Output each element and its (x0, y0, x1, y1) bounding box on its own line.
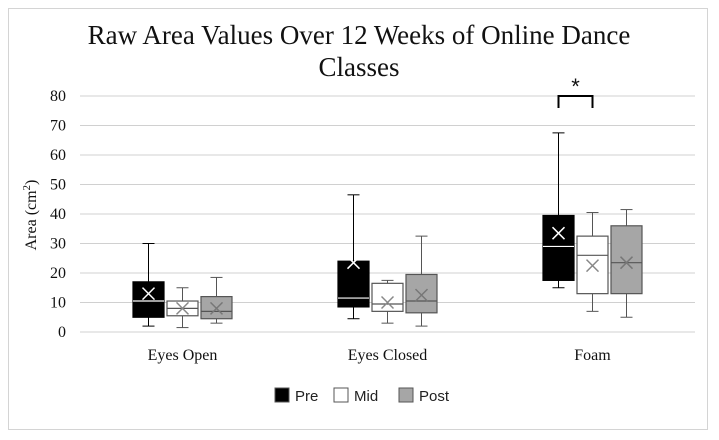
y-tick-label: 40 (50, 206, 66, 223)
legend-swatch (274, 387, 290, 403)
legend-swatch (398, 387, 414, 403)
y-tick-label: 30 (50, 236, 66, 253)
box-mid (576, 212, 609, 312)
mean-marker (209, 301, 224, 315)
box-iqr (132, 281, 165, 318)
mean-marker (585, 259, 600, 273)
box-post (200, 276, 233, 324)
legend-label: Mid (354, 388, 378, 405)
legend-swatch (333, 387, 349, 403)
y-tick-label: 50 (50, 177, 66, 194)
chart-title-line2: Classes (319, 52, 400, 82)
mean-marker (346, 256, 361, 270)
box-pre (132, 243, 165, 327)
mean-marker (619, 256, 634, 270)
chart-title-line1: Raw Area Values Over 12 Weeks of Online … (88, 20, 631, 50)
legend-item-pre: Pre (274, 387, 318, 405)
box-post (610, 209, 643, 318)
mean-marker (380, 295, 395, 310)
legend-label: Pre (295, 388, 318, 405)
y-tick-label: 10 (50, 295, 66, 312)
legend-item-post: Post (398, 387, 450, 405)
y-tick-label: 0 (58, 324, 66, 341)
legend-item-mid: Mid (333, 387, 378, 405)
box-mid (371, 279, 404, 324)
mean-marker (175, 301, 190, 315)
box-mid (166, 287, 199, 329)
y-tick-label: 80 (50, 88, 66, 105)
mean-marker (551, 226, 566, 240)
legend-label: Post (419, 388, 450, 405)
category-label: Foam (574, 347, 611, 364)
box-pre (542, 132, 575, 289)
mean-marker (414, 288, 429, 302)
category-label: Eyes Closed (348, 347, 428, 364)
y-tick-label: 60 (50, 147, 66, 164)
box-post (405, 235, 438, 327)
y-tick-label: 20 (50, 265, 66, 282)
box-iqr (337, 260, 370, 308)
box-iqr (542, 214, 575, 281)
significance-bracket (557, 95, 594, 108)
category-label: Eyes Open (148, 347, 218, 364)
box-iqr (610, 225, 643, 295)
y-axis-label: Area (cm2) (21, 180, 40, 251)
mean-marker (141, 287, 156, 301)
box-pre (337, 194, 370, 320)
box-iqr (405, 273, 438, 314)
significance-asterisk: * (571, 74, 580, 99)
box-iqr (371, 282, 404, 312)
y-tick-label: 70 (50, 118, 66, 135)
chart-frame (8, 8, 708, 430)
